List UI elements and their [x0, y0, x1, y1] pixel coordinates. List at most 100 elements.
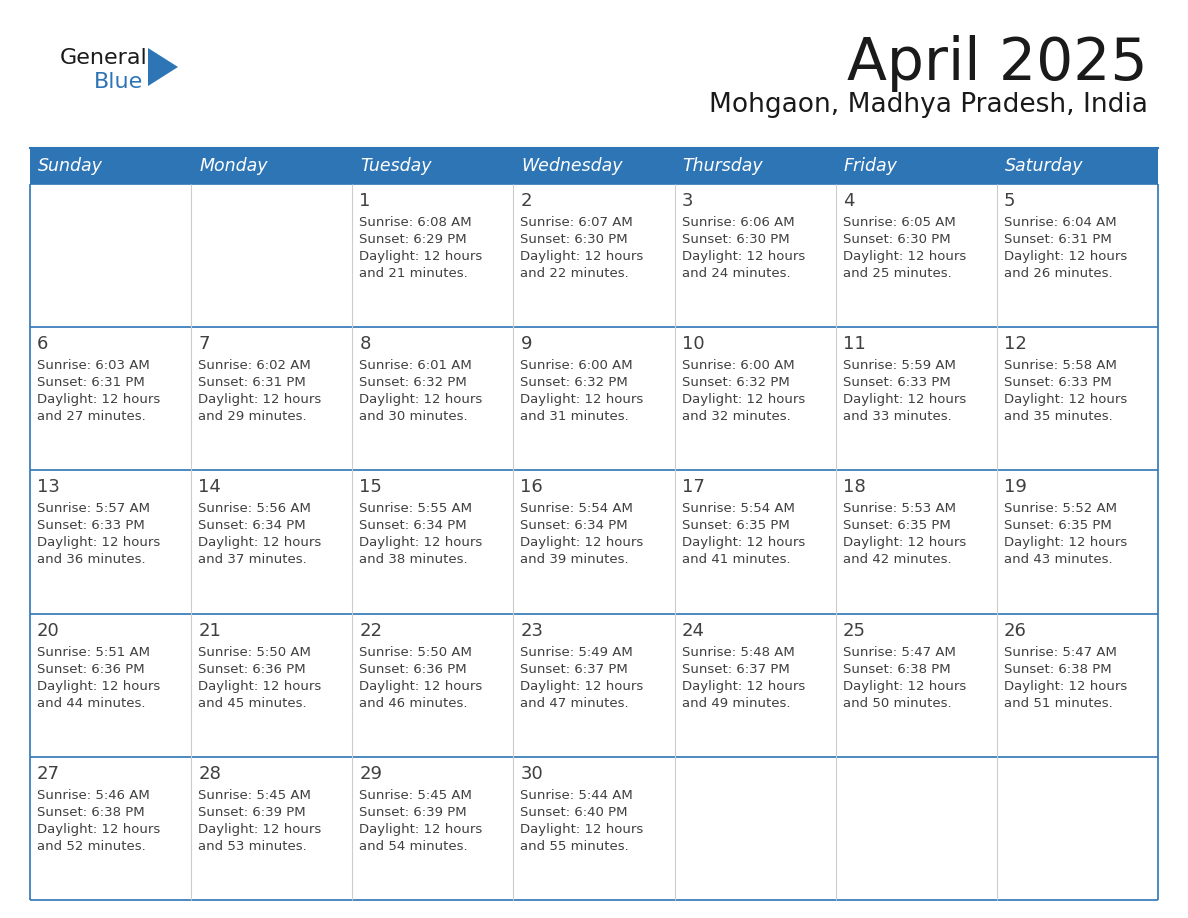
Text: Daylight: 12 hours: Daylight: 12 hours — [1004, 250, 1127, 263]
Text: Sunrise: 5:50 AM: Sunrise: 5:50 AM — [198, 645, 311, 658]
Text: Daylight: 12 hours: Daylight: 12 hours — [37, 393, 160, 406]
Text: Sunset: 6:30 PM: Sunset: 6:30 PM — [842, 233, 950, 246]
Text: Sunset: 6:36 PM: Sunset: 6:36 PM — [37, 663, 145, 676]
Bar — [835, 613, 997, 756]
Bar — [997, 756, 1158, 900]
Text: Sunrise: 5:53 AM: Sunrise: 5:53 AM — [842, 502, 955, 515]
Text: Daylight: 12 hours: Daylight: 12 hours — [842, 679, 966, 692]
Text: Sunrise: 5:54 AM: Sunrise: 5:54 AM — [520, 502, 633, 515]
Text: Sunset: 6:34 PM: Sunset: 6:34 PM — [198, 520, 305, 532]
Bar — [353, 470, 513, 613]
Text: Sunrise: 5:45 AM: Sunrise: 5:45 AM — [359, 789, 472, 801]
Text: 30: 30 — [520, 765, 543, 783]
Text: Sunrise: 5:44 AM: Sunrise: 5:44 AM — [520, 789, 633, 801]
Text: and 38 minutes.: and 38 minutes. — [359, 554, 468, 566]
Text: and 45 minutes.: and 45 minutes. — [198, 697, 307, 710]
Text: Daylight: 12 hours: Daylight: 12 hours — [359, 536, 482, 549]
Text: and 32 minutes.: and 32 minutes. — [682, 410, 790, 423]
Text: Monday: Monday — [200, 157, 267, 175]
Text: and 36 minutes.: and 36 minutes. — [37, 554, 146, 566]
Text: Daylight: 12 hours: Daylight: 12 hours — [520, 679, 644, 692]
Text: Daylight: 12 hours: Daylight: 12 hours — [359, 250, 482, 263]
Text: and 51 minutes.: and 51 minutes. — [1004, 697, 1113, 710]
Text: and 30 minutes.: and 30 minutes. — [359, 410, 468, 423]
Text: Sunrise: 6:00 AM: Sunrise: 6:00 AM — [682, 359, 795, 372]
Text: Tuesday: Tuesday — [360, 157, 431, 175]
Text: 26: 26 — [1004, 621, 1026, 640]
Text: Sunset: 6:36 PM: Sunset: 6:36 PM — [359, 663, 467, 676]
Text: 18: 18 — [842, 478, 866, 497]
Text: Friday: Friday — [843, 157, 898, 175]
Bar — [835, 470, 997, 613]
Text: and 31 minutes.: and 31 minutes. — [520, 410, 630, 423]
Text: Sunrise: 6:07 AM: Sunrise: 6:07 AM — [520, 216, 633, 229]
Text: Daylight: 12 hours: Daylight: 12 hours — [842, 250, 966, 263]
Text: and 35 minutes.: and 35 minutes. — [1004, 410, 1113, 423]
Text: 14: 14 — [198, 478, 221, 497]
Polygon shape — [148, 48, 178, 86]
Bar — [513, 327, 675, 470]
Text: Sunrise: 6:01 AM: Sunrise: 6:01 AM — [359, 359, 472, 372]
Text: Sunset: 6:35 PM: Sunset: 6:35 PM — [682, 520, 789, 532]
Text: Sunrise: 5:46 AM: Sunrise: 5:46 AM — [37, 789, 150, 801]
Text: 21: 21 — [198, 621, 221, 640]
Text: Sunday: Sunday — [38, 157, 103, 175]
Text: Sunrise: 5:55 AM: Sunrise: 5:55 AM — [359, 502, 473, 515]
Bar — [675, 470, 835, 613]
Bar — [513, 613, 675, 756]
Text: and 24 minutes.: and 24 minutes. — [682, 267, 790, 280]
Text: Daylight: 12 hours: Daylight: 12 hours — [682, 536, 804, 549]
Text: 25: 25 — [842, 621, 866, 640]
Text: Sunrise: 5:47 AM: Sunrise: 5:47 AM — [1004, 645, 1117, 658]
Text: and 39 minutes.: and 39 minutes. — [520, 554, 630, 566]
Text: Daylight: 12 hours: Daylight: 12 hours — [1004, 393, 1127, 406]
Text: Daylight: 12 hours: Daylight: 12 hours — [198, 393, 322, 406]
Text: Daylight: 12 hours: Daylight: 12 hours — [682, 679, 804, 692]
Text: 5: 5 — [1004, 192, 1016, 210]
Text: Daylight: 12 hours: Daylight: 12 hours — [37, 679, 160, 692]
Text: 29: 29 — [359, 765, 383, 783]
Text: Daylight: 12 hours: Daylight: 12 hours — [37, 536, 160, 549]
Text: Daylight: 12 hours: Daylight: 12 hours — [1004, 536, 1127, 549]
Text: Sunrise: 6:06 AM: Sunrise: 6:06 AM — [682, 216, 795, 229]
Text: Daylight: 12 hours: Daylight: 12 hours — [37, 823, 160, 835]
Text: Sunrise: 5:56 AM: Sunrise: 5:56 AM — [198, 502, 311, 515]
Text: 24: 24 — [682, 621, 704, 640]
Bar — [191, 184, 353, 327]
Text: General: General — [61, 48, 147, 68]
Text: Blue: Blue — [94, 72, 144, 92]
Text: Sunset: 6:30 PM: Sunset: 6:30 PM — [520, 233, 628, 246]
Text: and 53 minutes.: and 53 minutes. — [198, 840, 307, 853]
Text: Sunrise: 5:49 AM: Sunrise: 5:49 AM — [520, 645, 633, 658]
Text: 2: 2 — [520, 192, 532, 210]
Text: 19: 19 — [1004, 478, 1026, 497]
Text: and 50 minutes.: and 50 minutes. — [842, 697, 952, 710]
Text: 11: 11 — [842, 335, 866, 353]
Bar — [997, 613, 1158, 756]
Text: and 37 minutes.: and 37 minutes. — [198, 554, 307, 566]
Text: 3: 3 — [682, 192, 693, 210]
Text: and 49 minutes.: and 49 minutes. — [682, 697, 790, 710]
Text: and 41 minutes.: and 41 minutes. — [682, 554, 790, 566]
Text: and 47 minutes.: and 47 minutes. — [520, 697, 630, 710]
Text: 16: 16 — [520, 478, 543, 497]
Text: Sunrise: 6:03 AM: Sunrise: 6:03 AM — [37, 359, 150, 372]
Text: 20: 20 — [37, 621, 59, 640]
Bar — [30, 470, 191, 613]
Bar — [353, 613, 513, 756]
Text: and 29 minutes.: and 29 minutes. — [198, 410, 307, 423]
Bar — [513, 184, 675, 327]
Text: and 52 minutes.: and 52 minutes. — [37, 840, 146, 853]
Text: Sunset: 6:38 PM: Sunset: 6:38 PM — [842, 663, 950, 676]
Bar — [30, 184, 191, 327]
Bar — [835, 756, 997, 900]
Text: Daylight: 12 hours: Daylight: 12 hours — [842, 536, 966, 549]
Bar — [997, 470, 1158, 613]
Text: and 54 minutes.: and 54 minutes. — [359, 840, 468, 853]
Text: and 25 minutes.: and 25 minutes. — [842, 267, 952, 280]
Text: 15: 15 — [359, 478, 383, 497]
Text: Sunrise: 6:02 AM: Sunrise: 6:02 AM — [198, 359, 311, 372]
Bar — [191, 470, 353, 613]
Text: Daylight: 12 hours: Daylight: 12 hours — [520, 393, 644, 406]
Text: Sunset: 6:34 PM: Sunset: 6:34 PM — [520, 520, 628, 532]
